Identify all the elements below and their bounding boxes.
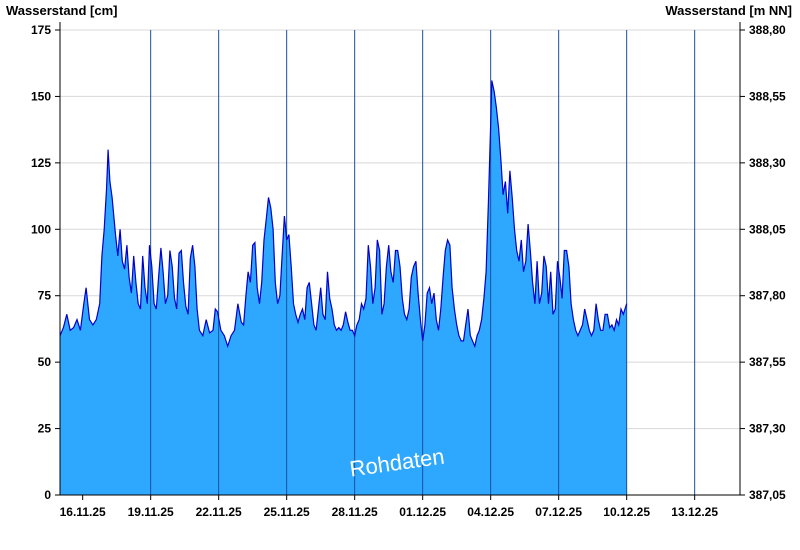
left-y-tick-label: 125 [31,156,51,170]
left-y-tick-labels: 0 25 50 75 100 125 150 175 [31,23,60,502]
x-tick-label: 16.11.25 [60,505,106,519]
right-y-tick-label: 387,55 [749,355,786,369]
left-y-tick-label: 175 [31,23,51,37]
right-y-tick-label: 388,80 [749,23,786,37]
right-y-tick-label: 387,30 [749,422,786,436]
x-tick-label: 19.11.25 [128,505,174,519]
x-tick-label: 13.12.25 [671,505,718,519]
water-level-line [59,80,628,349]
right-y-tick-labels: 387,05 387,30 387,55 387,80 388,05 388,30 388,… [740,23,786,502]
x-tick-labels: 16.11.25 19.11.25 22.11.25 25.11.25 28.11.25… [60,495,718,519]
left-y-tick-label: 100 [31,222,51,236]
right-y-tick-label: 388,05 [749,222,786,236]
x-tick-label: 25.11.25 [264,505,310,519]
right-axis-title: Wasserstand [m NN] [665,3,792,18]
water-level-area [60,80,627,495]
x-tick-label: 04.12.25 [467,505,514,519]
right-y-tick-label: 387,05 [749,488,786,502]
left-y-tick-label: 50 [38,355,52,369]
x-tick-label: 10.12.25 [603,505,650,519]
left-y-tick-label: 150 [31,89,51,103]
x-tick-label: 28.11.25 [332,505,378,519]
left-y-tick-label: 0 [44,488,51,502]
left-y-tick-label: 75 [38,289,52,303]
x-tick-label: 07.12.25 [535,505,582,519]
x-tick-label: 01.12.25 [399,505,446,519]
x-tick-label: 22.11.25 [196,505,242,519]
right-y-tick-label: 388,55 [749,89,786,103]
left-axis-title: Wasserstand [cm] [6,3,118,18]
right-y-tick-label: 388,30 [749,156,786,170]
left-y-tick-label: 25 [38,422,52,436]
right-y-tick-label: 387,80 [749,289,786,303]
